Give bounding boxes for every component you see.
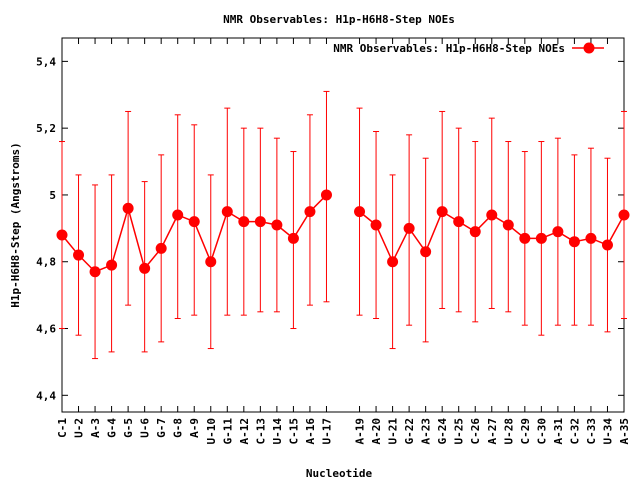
x-tick-label: A-3 (89, 418, 102, 438)
x-tick-label: A-16 (304, 418, 317, 445)
x-tick-label: G-11 (221, 418, 234, 445)
x-tick-label: C-1 (56, 418, 69, 438)
x-tick-label: G-4 (106, 418, 119, 438)
chart-title: NMR Observables: H1p-H6H8-Step NOEs (223, 13, 455, 26)
data-point (354, 206, 366, 218)
x-tick-label: C-33 (585, 418, 598, 445)
x-tick-label: C-29 (519, 418, 532, 445)
x-tick-label: C-15 (287, 418, 300, 445)
x-tick-label: A-20 (370, 418, 383, 445)
data-point (469, 226, 481, 238)
data-point (221, 206, 233, 218)
y-tick-label: 4,8 (36, 256, 56, 269)
plot-frame (61, 37, 625, 413)
data-point (535, 232, 547, 244)
x-tick-label: A-35 (618, 418, 631, 445)
x-tick-label: A-31 (552, 418, 565, 445)
data-point (271, 219, 283, 231)
data-point (370, 219, 382, 231)
data-point (568, 236, 580, 248)
x-tick-label: U-25 (453, 418, 466, 445)
x-tick-label: U-14 (271, 418, 284, 445)
legend-marker (583, 42, 595, 54)
data-point (519, 232, 531, 244)
y-tick-label: 4,4 (36, 389, 56, 402)
x-tick-label: G-24 (436, 418, 449, 445)
x-tick-label: U-17 (320, 418, 333, 445)
y-tick-label: 5,2 (36, 122, 56, 135)
x-tick-label: U-10 (205, 418, 218, 445)
data-point (585, 232, 597, 244)
data-point (486, 209, 498, 221)
x-tick-label: A-19 (354, 418, 367, 445)
y-tick-label: 4,6 (36, 323, 56, 336)
x-tick-label: U-6 (139, 418, 152, 438)
y-tick-label: 5,4 (36, 55, 56, 68)
data-point (453, 216, 465, 228)
data-point (188, 216, 200, 228)
x-tick-label: A-27 (486, 418, 499, 445)
x-tick-label: G-7 (155, 418, 168, 438)
x-tick-label: C-32 (568, 418, 581, 445)
x-tick-label: A-23 (420, 418, 433, 445)
data-point (238, 216, 250, 228)
data-point (601, 239, 613, 251)
data-point (89, 266, 101, 278)
x-tick-label: U-34 (601, 418, 614, 445)
x-axis-label: Nucleotide (306, 467, 373, 480)
data-point (502, 219, 514, 231)
data-point (106, 259, 118, 271)
x-tick-label: G-8 (172, 418, 185, 438)
legend-label: NMR Observables: H1p-H6H8-Step NOEs (333, 42, 565, 55)
x-tick-label: C-26 (469, 418, 482, 445)
data-point (172, 209, 184, 221)
x-tick-label: G-5 (122, 418, 135, 438)
y-axis: 4,4 4,6 4,8 5 5,2 5,4 (36, 55, 624, 402)
data-point (552, 226, 564, 238)
data-point (436, 206, 448, 218)
x-tick-label: C-13 (254, 418, 267, 445)
x-tick-label: C-30 (535, 418, 548, 445)
x-axis: C-1 U-2 A-3 G-4 G-5 U-6 G-7 G-8 A-9 U-10 G-11 A-12 C… (56, 38, 631, 445)
data-point (155, 242, 167, 254)
data-point (287, 232, 299, 244)
x-tick-label: U-21 (387, 418, 400, 445)
data-point (139, 262, 151, 274)
data-point (122, 202, 134, 214)
series-layer (56, 90, 630, 360)
x-tick-label: A-9 (188, 418, 201, 438)
data-point (618, 209, 630, 221)
data-point (320, 189, 332, 201)
x-tick-label: U-28 (502, 418, 515, 445)
data-point (304, 206, 316, 218)
x-tick-label: A-12 (238, 418, 251, 445)
data-point (73, 249, 85, 261)
data-point (387, 256, 399, 268)
data-point (56, 229, 68, 241)
y-axis-label: H1p-H6H8-Step (Angstroms) (9, 142, 22, 308)
legend: NMR Observables: H1p-H6H8-Step NOEs (333, 42, 604, 55)
data-point (254, 216, 266, 228)
data-point (205, 256, 217, 268)
x-tick-label: G-22 (403, 418, 416, 445)
data-point (403, 222, 415, 234)
data-point (420, 246, 432, 258)
y-tick-label: 5 (49, 189, 56, 202)
x-tick-label: U-2 (73, 418, 86, 438)
